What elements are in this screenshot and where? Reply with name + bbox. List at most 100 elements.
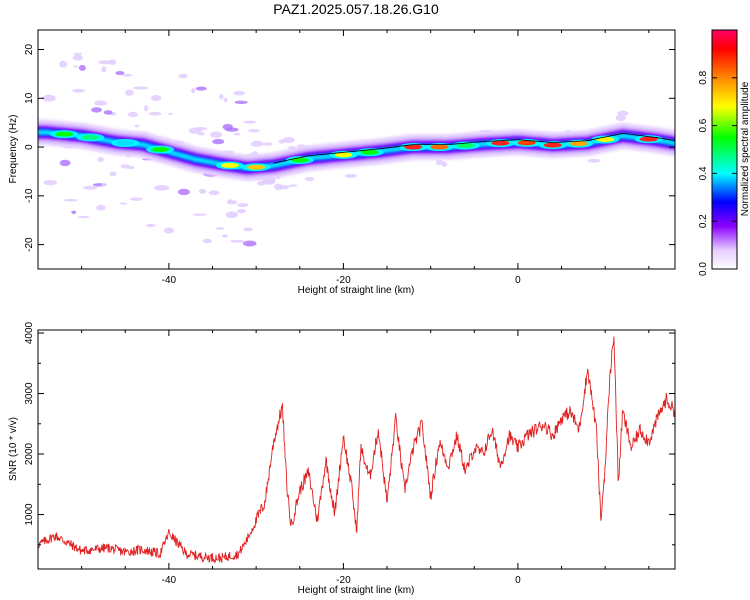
noise-blob bbox=[178, 73, 188, 79]
noise-blob bbox=[150, 94, 162, 102]
spectrogram-xtick-label: -40 bbox=[162, 275, 177, 286]
noise-blob bbox=[91, 107, 102, 113]
colorbar: 0.0 0.2 0.4 0.6 0.8 Normalized spectral ampl… bbox=[698, 29, 750, 276]
noise-blob bbox=[177, 188, 190, 196]
ridge-hotspot bbox=[543, 142, 562, 148]
ridge-hotspot bbox=[81, 134, 100, 140]
noise-blob bbox=[226, 200, 238, 205]
noise-blob bbox=[219, 94, 224, 100]
noise-blob bbox=[202, 238, 212, 244]
noise-blob bbox=[266, 179, 276, 184]
noise-blob bbox=[208, 190, 220, 196]
noise-blob bbox=[215, 227, 225, 230]
spectrogram-ytick-label: -20 bbox=[24, 237, 35, 252]
noise-blob bbox=[435, 159, 444, 166]
colorbar-tick-label: 0.4 bbox=[698, 166, 709, 180]
noise-blob bbox=[222, 123, 233, 131]
ridge-hotspot bbox=[247, 164, 266, 170]
noise-blob bbox=[115, 70, 125, 76]
spectrogram-ytick-label: 0 bbox=[24, 144, 35, 150]
snr-frame bbox=[37, 329, 676, 570]
noise-blob bbox=[168, 112, 173, 116]
snr-ticks: -40 -20 0 1000 2000 3000 4000 bbox=[24, 321, 675, 586]
noise-blob bbox=[63, 198, 78, 202]
noise-blob bbox=[119, 202, 127, 205]
noise-blob bbox=[129, 197, 143, 201]
noise-blob bbox=[120, 164, 131, 169]
noise-blob bbox=[101, 66, 107, 73]
snr-xtick-label: 0 bbox=[515, 575, 521, 586]
noise-blob bbox=[242, 240, 257, 247]
colorbar-ticks: 0.0 0.2 0.4 0.6 0.8 bbox=[698, 70, 737, 276]
noise-blob bbox=[233, 132, 241, 136]
noise-blob bbox=[127, 111, 138, 118]
ridge-hotspot bbox=[430, 144, 449, 150]
ridge-outline bbox=[273, 132, 675, 164]
noise-blob bbox=[72, 54, 83, 61]
ridge-hotspot bbox=[220, 162, 239, 168]
noise-blob bbox=[148, 111, 162, 116]
ridge-hotspot bbox=[491, 140, 510, 146]
spectrogram-ridge bbox=[38, 119, 675, 181]
noise-blob bbox=[125, 89, 134, 96]
noise-blob bbox=[82, 185, 98, 190]
snr-ytick-label: 2000 bbox=[24, 442, 35, 465]
colorbar-tick-label: 0.2 bbox=[698, 214, 709, 228]
noise-blob bbox=[98, 60, 113, 65]
spectrogram-ylabel: Frequency (Hz) bbox=[8, 115, 19, 184]
noise-blob bbox=[134, 124, 140, 128]
noise-blob bbox=[234, 100, 248, 105]
noise-blob bbox=[108, 59, 117, 66]
ridge-hotspot bbox=[404, 144, 423, 150]
noise-blob bbox=[77, 215, 90, 219]
noise-blob bbox=[212, 138, 225, 145]
ridge-hotspot bbox=[116, 140, 135, 146]
noise-blob bbox=[73, 65, 79, 68]
noise-blob bbox=[615, 114, 626, 122]
noise-blob bbox=[223, 97, 228, 103]
noise-blob bbox=[230, 239, 245, 243]
ridge-hotspot bbox=[151, 147, 170, 152]
noise-blob bbox=[132, 86, 149, 90]
ridge-hotspot bbox=[456, 143, 475, 149]
spectrogram-xtick-label: -20 bbox=[336, 275, 351, 286]
noise-blob bbox=[195, 86, 207, 91]
spectrogram-frame bbox=[37, 29, 676, 270]
ridge-hotspot bbox=[55, 131, 74, 137]
spectrogram-ytick-label: -10 bbox=[24, 188, 35, 203]
noise-blob bbox=[145, 223, 156, 228]
noise-blob bbox=[188, 127, 202, 134]
noise-blob bbox=[587, 158, 601, 163]
spectrogram-panel: -40 -20 0 -20 -10 0 10 20 Height of straight li… bbox=[8, 29, 676, 296]
snr-xtick-label: -20 bbox=[336, 575, 351, 586]
ridge-hotspot bbox=[360, 149, 379, 155]
noise-blob bbox=[96, 204, 106, 211]
snr-ytick-label: 4000 bbox=[24, 321, 35, 344]
noise-blob bbox=[247, 129, 260, 133]
colorbar-tick-label: 0.0 bbox=[698, 262, 709, 276]
colorbar-gradient bbox=[711, 29, 738, 270]
noise-blob bbox=[59, 159, 71, 167]
noise-blob bbox=[73, 52, 83, 55]
noise-blob bbox=[97, 156, 104, 163]
noise-blob bbox=[59, 60, 68, 68]
snr-xtick-label: -40 bbox=[162, 575, 177, 586]
ridge-hotspot bbox=[570, 141, 589, 147]
ridge-hotspot bbox=[290, 157, 309, 163]
noise-blob bbox=[243, 120, 256, 124]
noise-blob bbox=[94, 100, 108, 106]
noise-blob bbox=[192, 213, 207, 216]
spectrogram-heatmap bbox=[38, 52, 675, 247]
noise-blob bbox=[191, 88, 196, 94]
noise-blob bbox=[288, 184, 298, 187]
noise-blob bbox=[78, 64, 86, 71]
snr-series-line bbox=[38, 336, 675, 565]
noise-blob bbox=[233, 90, 246, 96]
spectrogram-ytick-label: 10 bbox=[24, 92, 35, 104]
ridge-hotspot bbox=[517, 140, 536, 146]
colorbar-tick-label: 0.8 bbox=[698, 70, 709, 84]
spectrogram-ytick-label: 20 bbox=[24, 44, 35, 56]
snr-ylabel: SNR (10 * v/v) bbox=[8, 417, 19, 481]
noise-blob bbox=[109, 171, 117, 177]
